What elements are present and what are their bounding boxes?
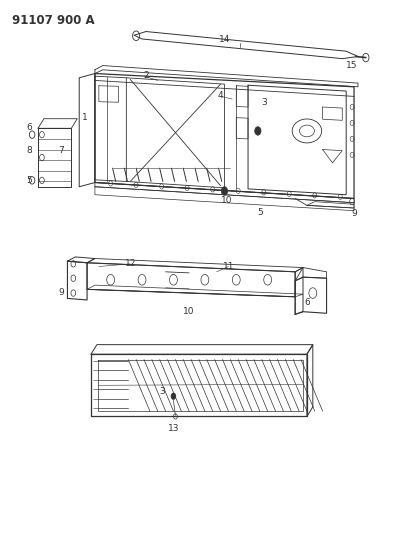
Circle shape <box>221 187 228 195</box>
Text: 1: 1 <box>82 113 88 122</box>
Text: 12: 12 <box>125 260 136 268</box>
Circle shape <box>171 393 176 399</box>
Text: 3: 3 <box>159 387 165 396</box>
Text: 5: 5 <box>26 176 32 185</box>
Text: 7: 7 <box>59 146 65 155</box>
Text: 6: 6 <box>26 123 32 132</box>
Text: 2: 2 <box>143 70 149 79</box>
Text: 14: 14 <box>219 35 230 44</box>
Text: 5: 5 <box>257 208 263 217</box>
Text: 6: 6 <box>304 298 310 307</box>
Text: 11: 11 <box>223 262 234 271</box>
Text: 8: 8 <box>26 146 32 155</box>
Text: 13: 13 <box>168 424 179 433</box>
Text: 4: 4 <box>218 91 223 100</box>
Text: 9: 9 <box>59 287 65 296</box>
Text: 15: 15 <box>346 61 358 70</box>
Text: 3: 3 <box>261 98 267 107</box>
Circle shape <box>255 127 261 135</box>
Text: 10: 10 <box>221 196 232 205</box>
Text: 10: 10 <box>183 307 195 316</box>
Text: 91107 900 A: 91107 900 A <box>13 14 95 27</box>
Text: 9: 9 <box>351 209 357 218</box>
